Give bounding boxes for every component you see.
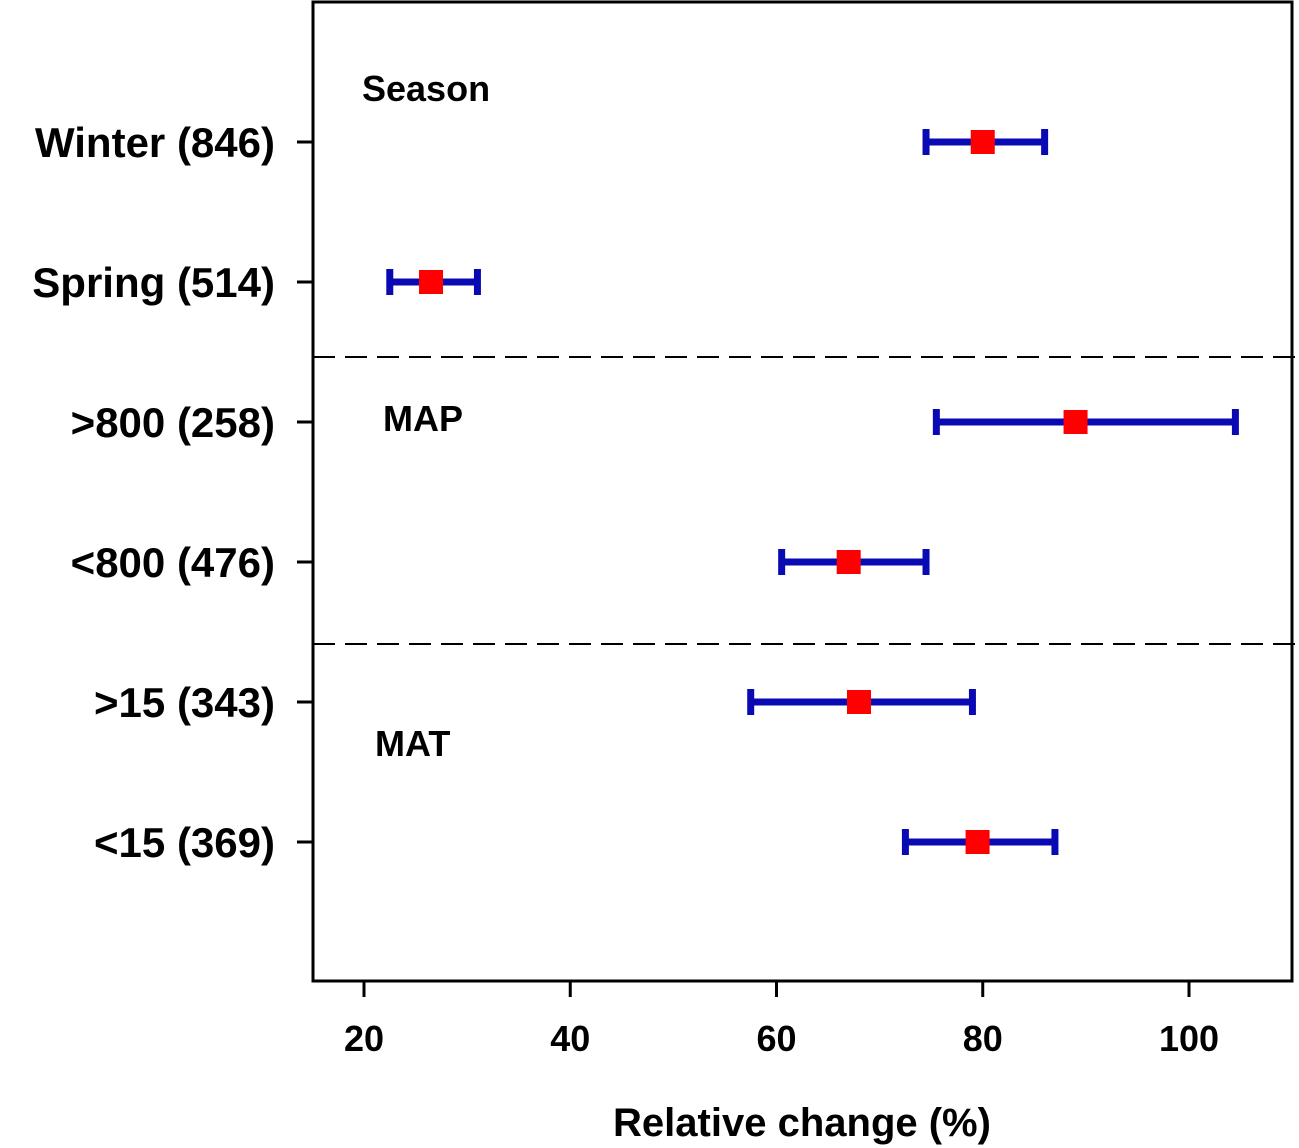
mean-point (965, 830, 990, 854)
group-labels: Season MAP MAT (362, 68, 490, 764)
x-tick-label: 40 (550, 1018, 590, 1059)
x-axis-title: Relative change (%) (613, 1101, 991, 1145)
y-tick-label: Winter (846) (35, 119, 275, 166)
x-tick-label: 60 (756, 1018, 796, 1059)
group-label-mat: MAT (375, 723, 450, 764)
mean-point (419, 270, 444, 294)
mean-point (1063, 410, 1088, 434)
y-axis: Winter (846) Spring (514) >800 (258) <800 (… (32, 119, 313, 866)
y-tick-label: >800 (258) (71, 399, 275, 446)
y-tick-label: <15 (369) (94, 819, 275, 866)
x-axis: 20 40 60 80 100 (344, 981, 1219, 1059)
x-tick-label: 100 (1159, 1018, 1219, 1059)
mean-point (836, 550, 861, 574)
x-tick-label: 20 (344, 1018, 384, 1059)
y-tick-label: Spring (514) (32, 259, 275, 306)
group-label-map: MAP (383, 398, 463, 439)
mean-point (847, 690, 871, 714)
mean-point (970, 130, 995, 154)
x-tick-label: 80 (963, 1018, 1003, 1059)
plot-frame (311, 0, 1294, 983)
y-tick-label: >15 (343) (94, 679, 275, 726)
group-label-season: Season (362, 68, 490, 109)
y-tick-label: <800 (476) (71, 539, 275, 586)
data-marks (386, 129, 1239, 855)
group-separators (313, 356, 1299, 645)
